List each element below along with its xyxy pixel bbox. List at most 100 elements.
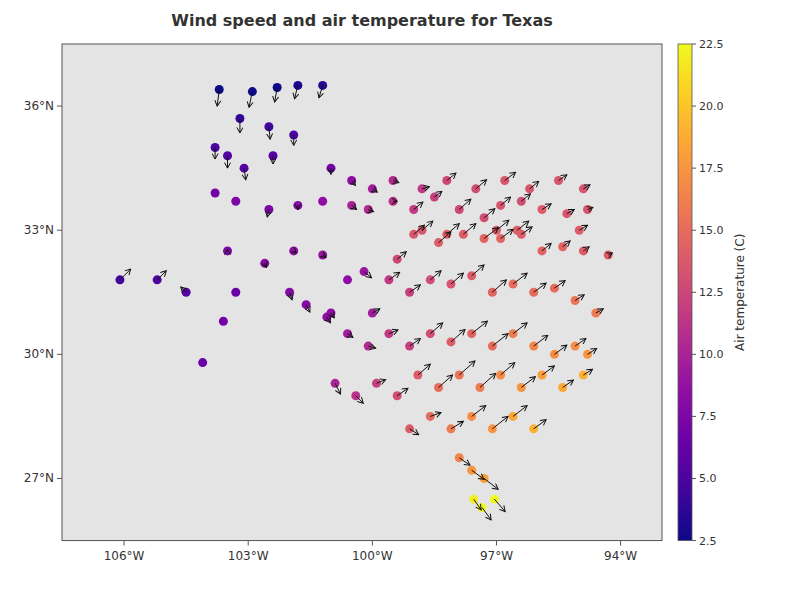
wind-arrow bbox=[459, 361, 475, 375]
wind-arrow bbox=[293, 135, 294, 145]
colorbar bbox=[678, 44, 692, 541]
wind-arrow bbox=[410, 339, 421, 346]
wind-arrow bbox=[434, 191, 441, 197]
wind-arrow bbox=[513, 323, 527, 334]
wind-arrow bbox=[492, 334, 508, 346]
wind-arrow bbox=[583, 247, 589, 251]
station-point bbox=[604, 251, 613, 260]
station-point bbox=[231, 288, 240, 297]
x-tick-label: 100°W bbox=[352, 549, 393, 563]
wind-arrow bbox=[501, 363, 515, 375]
colorbar-tick-label: 7.5 bbox=[699, 410, 717, 423]
wind-arrow bbox=[397, 252, 406, 259]
wind-arrow bbox=[472, 470, 484, 479]
y-tick-label: 27°N bbox=[24, 471, 54, 485]
y-tick bbox=[57, 354, 62, 355]
station-point bbox=[368, 184, 377, 193]
wind-arrow bbox=[588, 207, 593, 209]
wind-arrow bbox=[542, 204, 551, 210]
colorbar-tick-label: 12.5 bbox=[699, 286, 724, 299]
wind-arrow bbox=[492, 416, 508, 428]
wind-arrow bbox=[356, 396, 363, 403]
station-point bbox=[347, 201, 356, 210]
wind-arrow bbox=[521, 227, 532, 234]
colorbar-label: Air temperature (C) bbox=[733, 234, 747, 351]
wind-arrow bbox=[494, 499, 505, 511]
station-point bbox=[293, 201, 302, 210]
x-tick-label: 97°W bbox=[480, 549, 513, 563]
wind-arrow bbox=[352, 205, 357, 209]
station-point bbox=[231, 197, 240, 206]
wind-arrow bbox=[472, 265, 484, 276]
wind-arrow bbox=[563, 380, 574, 387]
wind-arrow bbox=[447, 173, 456, 180]
wind-arrow bbox=[430, 413, 441, 417]
colorbar-tick-label: 15.0 bbox=[699, 224, 724, 237]
wind-arrow bbox=[534, 420, 546, 429]
wind-arrow bbox=[327, 317, 331, 323]
wind-arrow bbox=[414, 202, 423, 209]
wind-arrow bbox=[217, 90, 219, 107]
colorbar-tick bbox=[692, 292, 696, 293]
wind-arrow bbox=[472, 321, 488, 333]
wind-arrow bbox=[496, 220, 508, 230]
wind-arrow bbox=[583, 369, 592, 375]
y-tick bbox=[57, 106, 62, 107]
colorbar-tick bbox=[692, 478, 696, 479]
station-point bbox=[583, 205, 592, 214]
wind-arrow bbox=[579, 225, 587, 230]
wind-arrow bbox=[368, 210, 373, 212]
wind-arrow bbox=[181, 287, 186, 292]
wind-arrow bbox=[422, 187, 429, 189]
wind-arrow bbox=[447, 224, 459, 235]
colorbar-tick-label: 5.0 bbox=[699, 472, 717, 485]
wind-arrow bbox=[410, 429, 419, 435]
wind-arrow bbox=[227, 249, 228, 251]
wind-arrow bbox=[368, 346, 375, 348]
wind-arrow bbox=[583, 185, 590, 189]
wind-arrow bbox=[120, 269, 131, 280]
colorbar-tick-label: 10.0 bbox=[699, 348, 724, 361]
wind-arrow bbox=[463, 224, 475, 235]
wind-arrow bbox=[410, 285, 421, 292]
wind-arrow bbox=[239, 118, 240, 132]
wind-arrow bbox=[249, 92, 252, 108]
wind-arrow bbox=[501, 197, 511, 205]
y-tick bbox=[57, 478, 62, 479]
wind-arrow bbox=[482, 507, 491, 519]
wind-arrow bbox=[492, 280, 506, 292]
wind-arrow bbox=[306, 305, 310, 312]
station-point bbox=[260, 259, 269, 268]
colorbar-tick-label: 2.5 bbox=[699, 535, 717, 548]
wind-arrow bbox=[323, 255, 326, 257]
x-tick-label: 103°W bbox=[228, 549, 269, 563]
station-point bbox=[219, 317, 228, 326]
wind-arrow bbox=[451, 273, 463, 284]
station-point bbox=[223, 246, 232, 255]
wind-arrow bbox=[335, 383, 340, 394]
wind-arrow bbox=[393, 181, 399, 183]
wind-arrow bbox=[575, 339, 586, 346]
x-tick bbox=[620, 541, 621, 546]
station-point bbox=[389, 197, 398, 206]
wind-arrow bbox=[459, 199, 471, 209]
wind-arrow bbox=[389, 330, 398, 334]
colorbar-tick-label: 22.5 bbox=[699, 38, 724, 51]
plot-frame bbox=[62, 44, 662, 541]
colorbar-tick bbox=[692, 44, 696, 45]
wind-arrow bbox=[319, 85, 323, 97]
colorbar-tick bbox=[692, 168, 696, 169]
station-point bbox=[248, 87, 257, 96]
wind-arrow bbox=[275, 87, 277, 101]
colorbar-tick bbox=[692, 354, 696, 355]
wind-arrow bbox=[563, 241, 570, 247]
wind-arrow bbox=[294, 251, 296, 253]
wind-arrow bbox=[596, 309, 603, 313]
wind-arrow bbox=[476, 180, 487, 189]
wind-arrow bbox=[451, 330, 465, 342]
station-point bbox=[211, 188, 220, 197]
y-tick-label: 36°N bbox=[24, 99, 54, 113]
x-tick-label: 106°W bbox=[104, 549, 145, 563]
x-tick-label: 94°W bbox=[604, 549, 637, 563]
wind-arrow bbox=[474, 499, 481, 510]
